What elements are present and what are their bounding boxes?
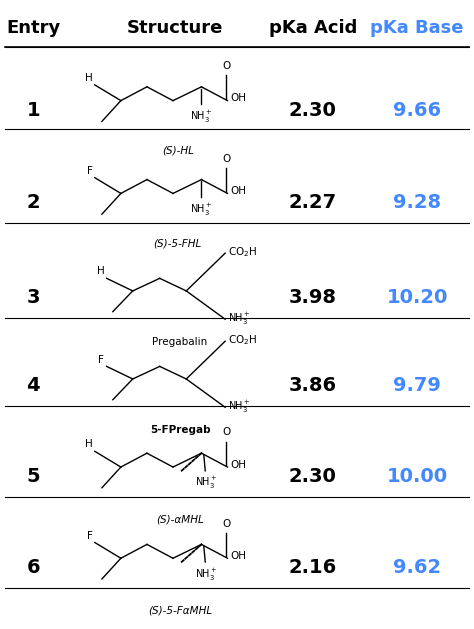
Text: 2.27: 2.27 bbox=[289, 193, 337, 213]
Text: NH$_3^+$: NH$_3^+$ bbox=[228, 311, 251, 327]
Text: 3.98: 3.98 bbox=[289, 287, 337, 307]
Text: pKa Acid: pKa Acid bbox=[269, 19, 357, 37]
Text: O: O bbox=[222, 428, 230, 438]
Text: pKa Base: pKa Base bbox=[370, 19, 464, 37]
Text: CO$_2$H: CO$_2$H bbox=[228, 333, 257, 347]
Text: OH: OH bbox=[231, 460, 247, 469]
Text: (S)-5-FαMHL: (S)-5-FαMHL bbox=[148, 605, 212, 615]
Text: F: F bbox=[99, 355, 104, 364]
Text: O: O bbox=[222, 61, 230, 71]
Text: OH: OH bbox=[231, 93, 247, 103]
Text: NH$_3^+$: NH$_3^+$ bbox=[190, 109, 213, 125]
Text: 6: 6 bbox=[27, 558, 40, 577]
Text: 2.16: 2.16 bbox=[289, 558, 337, 577]
Text: 5-FPregab: 5-FPregab bbox=[150, 425, 210, 435]
Text: 9.62: 9.62 bbox=[393, 558, 441, 577]
Text: NH$_3^+$: NH$_3^+$ bbox=[195, 566, 218, 582]
Text: 2: 2 bbox=[27, 193, 40, 213]
Text: 3: 3 bbox=[27, 287, 40, 307]
Text: O: O bbox=[222, 154, 230, 164]
Text: 4: 4 bbox=[27, 376, 40, 395]
Text: OH: OH bbox=[231, 551, 247, 560]
Text: NH$_3^+$: NH$_3^+$ bbox=[228, 399, 251, 415]
Text: Entry: Entry bbox=[6, 19, 60, 37]
Text: H: H bbox=[85, 73, 92, 83]
Text: 9.66: 9.66 bbox=[393, 101, 441, 120]
Text: 2.30: 2.30 bbox=[289, 467, 337, 486]
Text: H: H bbox=[97, 267, 104, 276]
Text: F: F bbox=[87, 166, 92, 175]
Text: NH$_3^+$: NH$_3^+$ bbox=[195, 476, 218, 491]
Text: 9.28: 9.28 bbox=[393, 193, 441, 213]
Text: (S)-HL: (S)-HL bbox=[162, 146, 194, 156]
Text: Structure: Structure bbox=[127, 19, 224, 37]
Text: Pregabalin: Pregabalin bbox=[153, 337, 208, 347]
Text: 1: 1 bbox=[27, 101, 40, 120]
Text: OH: OH bbox=[231, 186, 247, 196]
Text: H: H bbox=[85, 440, 92, 449]
Text: (S)-αMHL: (S)-αMHL bbox=[156, 515, 204, 524]
Text: 5: 5 bbox=[27, 467, 40, 486]
Text: F: F bbox=[87, 531, 92, 540]
Text: 9.79: 9.79 bbox=[393, 376, 441, 395]
Text: NH$_3^+$: NH$_3^+$ bbox=[190, 201, 213, 218]
Text: 2.30: 2.30 bbox=[289, 101, 337, 120]
Text: (S)-5-FHL: (S)-5-FHL bbox=[154, 238, 202, 248]
Text: 10.20: 10.20 bbox=[386, 287, 448, 307]
Text: CO$_2$H: CO$_2$H bbox=[228, 245, 257, 259]
Text: O: O bbox=[222, 519, 230, 528]
Text: 10.00: 10.00 bbox=[387, 467, 447, 486]
Text: 3.86: 3.86 bbox=[289, 376, 337, 395]
